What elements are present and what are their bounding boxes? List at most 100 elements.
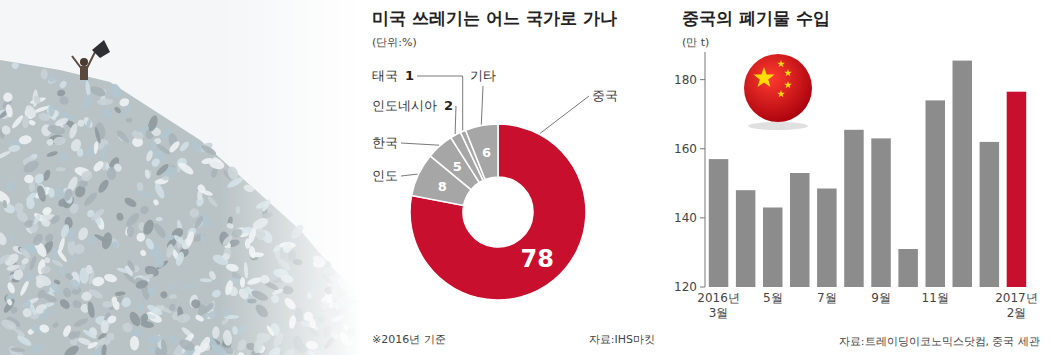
photo-bottle xyxy=(190,298,201,309)
donut-slice xyxy=(410,124,586,300)
flag-star xyxy=(784,81,792,88)
y-axis xyxy=(705,52,706,287)
photo-bottle xyxy=(18,246,32,260)
photo-bottle xyxy=(48,103,55,117)
photo-bottle xyxy=(59,223,70,239)
x-tick-labels: 2016년3월5월7월9월11월2017년2월 xyxy=(697,291,1037,320)
x-tick-label-line: 9월 xyxy=(871,291,891,305)
photo-bottle xyxy=(136,182,144,192)
donut-slice xyxy=(466,124,498,179)
photo-bottle xyxy=(200,278,213,283)
photo-bottle xyxy=(47,74,57,83)
photo-bottle xyxy=(70,256,76,262)
photo-bottle xyxy=(139,312,149,324)
note: ※2016년 기준 xyxy=(372,333,446,346)
photo-bottle xyxy=(1,91,14,104)
photo-bag xyxy=(92,40,110,58)
photo-bottle xyxy=(33,213,42,225)
photo-bottle xyxy=(45,137,54,146)
photo-bottle xyxy=(10,347,25,353)
photo-bottle xyxy=(150,157,161,169)
photo-bottle xyxy=(135,279,150,290)
flag-ball xyxy=(744,54,812,122)
photo-bottle xyxy=(36,184,48,202)
photo-figure xyxy=(72,56,81,68)
x-tick-label-line: 2017년 xyxy=(995,291,1038,305)
x-tick-label-line: 7월 xyxy=(817,291,837,305)
photo-bottle xyxy=(212,326,220,339)
x-tick-label-line: 3월 xyxy=(709,306,729,320)
photo-bottle xyxy=(46,150,58,158)
photo-bottle xyxy=(155,257,164,268)
y-tick-label: 120 xyxy=(674,280,697,294)
photo-bottle xyxy=(139,205,150,216)
photo-bottle xyxy=(197,335,212,354)
y-tick xyxy=(700,287,705,288)
photo-bottle xyxy=(10,61,19,70)
photo-bottle xyxy=(73,317,89,329)
photo-bottle xyxy=(33,95,42,105)
photo-bottle xyxy=(168,303,176,312)
photo-bottle xyxy=(156,217,163,221)
photo-bottle xyxy=(126,117,133,122)
photo-bottle xyxy=(183,284,197,289)
x-tick-label: 2016년3월 xyxy=(697,291,740,320)
photo-bottle xyxy=(79,169,94,184)
bar xyxy=(898,249,918,287)
photo-bottle xyxy=(201,302,215,316)
photo-bottle xyxy=(62,287,73,299)
photo-bottle xyxy=(5,104,14,118)
bar xyxy=(736,190,756,287)
photo-bottle xyxy=(54,116,69,127)
bar xyxy=(980,142,1000,287)
photo-fade xyxy=(220,0,362,355)
photo-bottle xyxy=(6,281,16,294)
photo-bottle xyxy=(57,89,66,97)
photo-bottle xyxy=(165,249,174,259)
photo-bottle xyxy=(155,143,171,156)
photo-bottle xyxy=(38,323,50,334)
photo-bottle xyxy=(94,126,102,144)
photo-bottle xyxy=(147,344,157,353)
photo-bottle xyxy=(174,251,185,267)
photo-bottle xyxy=(86,340,98,350)
photo-bottle xyxy=(145,303,163,317)
photo-bottle xyxy=(58,80,67,90)
photo-bottle xyxy=(13,327,26,337)
photo-bottle xyxy=(24,219,34,229)
photo-bottle xyxy=(116,267,130,274)
photo-bottle xyxy=(90,207,106,222)
photo-bottle xyxy=(99,106,114,120)
photo-bottle xyxy=(71,299,82,310)
photo-bottle xyxy=(43,256,51,264)
photo-bottle xyxy=(145,149,154,162)
photo-bottle xyxy=(62,343,80,355)
photo-bottle xyxy=(34,273,53,288)
photo-bottle xyxy=(123,196,138,209)
x-tick-label-line: 2월 xyxy=(1007,306,1027,320)
photo-bottle xyxy=(188,138,203,155)
photo-bottle xyxy=(193,215,205,230)
photo-bottle xyxy=(149,140,158,149)
category-label: 한국 xyxy=(372,135,398,150)
photo-figure xyxy=(87,52,95,68)
category-label: 중국 xyxy=(592,88,618,103)
x-tick-label-line: 5월 xyxy=(763,291,783,305)
photo-bottle xyxy=(52,185,67,201)
bars xyxy=(709,61,1026,287)
x-tick-label: 2017년2월 xyxy=(995,291,1038,320)
photo-bottle xyxy=(58,297,72,311)
source: 자료:IHS마킷 xyxy=(589,333,655,346)
data-label: 1 xyxy=(405,68,414,83)
data-label: 8 xyxy=(438,179,447,194)
photo-bottle xyxy=(24,175,34,184)
photo-bottle xyxy=(100,143,109,162)
photo-bottle xyxy=(23,103,38,119)
leader-line xyxy=(455,106,457,134)
photo-bottle xyxy=(110,82,124,99)
photo-bottle xyxy=(124,211,141,229)
photo-bottle xyxy=(14,203,23,213)
photo-bottle xyxy=(0,253,11,267)
photo-bottle xyxy=(2,297,17,314)
photo-bottle xyxy=(85,264,93,274)
